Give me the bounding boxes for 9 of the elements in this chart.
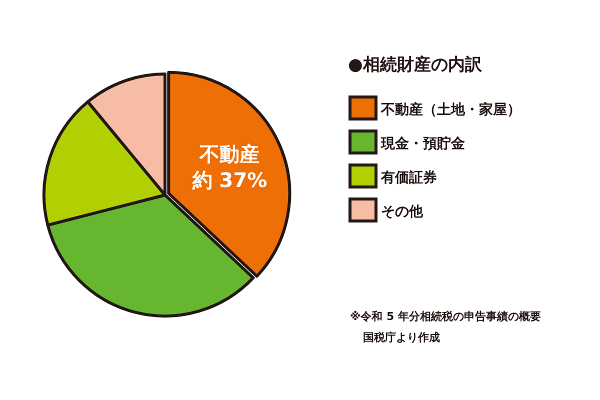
legend-label: 有価証券	[380, 169, 437, 186]
data-label: 約 37%	[191, 168, 268, 192]
legend-label: 現金・預貯金	[380, 135, 466, 152]
text: 国税庁より作成	[363, 331, 440, 344]
text: ※令和 5 年分相続税の申告事績の概要	[350, 310, 542, 323]
slice: 不動産 約 37%	[167, 70, 292, 278]
legend-label: 不動産（土地・家屋）	[380, 101, 521, 118]
legend-title: ●相続財産の内訳	[348, 55, 483, 75]
legend-label: その他	[381, 204, 424, 220]
